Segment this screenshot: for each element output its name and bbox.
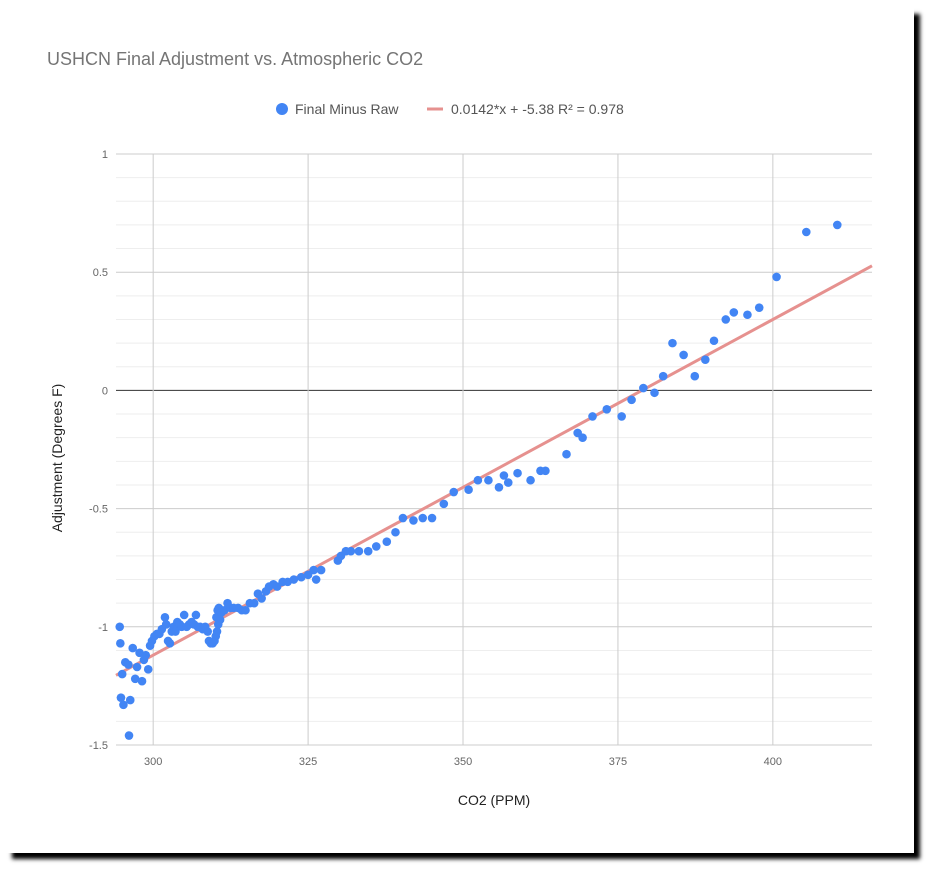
data-point [289, 575, 299, 584]
data-point [588, 412, 597, 421]
data-point [409, 516, 418, 525]
data-point [191, 610, 201, 620]
y-tick-label: -1.5 [89, 740, 108, 752]
data-point [709, 336, 719, 346]
data-point [354, 546, 364, 556]
y-axis-ticks: 1 0.5 0 -0.5 -1 -1.5 [89, 149, 108, 752]
data-point [309, 565, 318, 575]
data-point [141, 650, 151, 660]
data-point [679, 350, 688, 360]
data-point [241, 605, 250, 615]
data-point [658, 371, 668, 381]
data-point [832, 220, 842, 230]
data-point [143, 665, 153, 674]
data-point [212, 627, 222, 636]
data-point [125, 695, 135, 705]
data-point [165, 639, 175, 648]
trendline-path [115, 264, 873, 677]
scatter-chart: USHCN Final Adjustment vs. Atmospheric C… [47, 49, 873, 808]
legend: Final Minus Raw 0.0142*x + -5.38 R² = 0.… [276, 101, 624, 117]
data-points [115, 220, 842, 740]
chart-card: USHCN Final Adjustment vs. Atmospheric C… [6, 8, 914, 853]
legend-label-trendline: 0.0142*x + -5.38 R² = 0.978 [451, 101, 624, 117]
data-point [464, 485, 473, 494]
data-point [617, 412, 626, 421]
data-point [179, 610, 189, 620]
data-point [130, 674, 140, 684]
data-point [391, 527, 400, 537]
data-point [132, 662, 142, 672]
data-point [137, 676, 147, 686]
data-point [119, 700, 128, 710]
data-point [650, 388, 659, 398]
y-axis-label: Adjustment (Degrees F) [49, 384, 65, 533]
data-point [729, 308, 739, 317]
data-point [124, 731, 134, 740]
data-point [116, 639, 125, 648]
data-point [754, 303, 764, 312]
data-point [743, 310, 752, 320]
data-point [117, 669, 127, 679]
data-point [398, 513, 408, 523]
x-axis-ticks: 300 325 350 375 400 [144, 756, 782, 768]
data-point [128, 643, 138, 653]
y-tick-label: 0.5 [93, 267, 108, 279]
data-point [382, 537, 392, 546]
data-point [439, 499, 449, 509]
data-point [257, 594, 266, 603]
data-point [721, 315, 731, 324]
y-tick-label: 1 [102, 149, 108, 161]
data-point [690, 371, 700, 381]
x-tick-label: 350 [454, 756, 472, 768]
y-tick-label: -1 [98, 622, 108, 634]
trendline [115, 264, 873, 677]
data-point [627, 395, 636, 405]
data-point [772, 272, 781, 282]
x-tick-label: 300 [144, 756, 162, 768]
data-point [115, 622, 125, 632]
data-point [494, 483, 504, 492]
data-point [346, 546, 356, 556]
data-point [526, 475, 535, 485]
data-point [203, 627, 213, 636]
y-tick-label: 0 [102, 385, 108, 397]
data-point [427, 513, 437, 523]
x-tick-label: 400 [764, 756, 782, 768]
data-point [473, 475, 483, 485]
data-point [802, 227, 811, 237]
data-point [578, 433, 587, 442]
data-point [363, 546, 373, 556]
legend-label-final-minus-raw: Final Minus Raw [295, 101, 399, 117]
y-tick-label: -0.5 [89, 504, 108, 516]
x-tick-label: 325 [299, 756, 317, 768]
data-point [701, 355, 710, 364]
data-point [503, 478, 513, 487]
data-point [249, 598, 259, 608]
grid [116, 153, 872, 746]
data-point [371, 542, 381, 551]
data-point [668, 338, 677, 348]
data-point [160, 613, 170, 622]
chart-title: USHCN Final Adjustment vs. Atmospheric C… [47, 49, 423, 69]
data-point [639, 383, 648, 393]
data-point [311, 575, 321, 584]
data-point [602, 405, 612, 414]
data-point [513, 468, 522, 478]
data-point [562, 449, 571, 459]
data-point [418, 513, 428, 523]
data-point [541, 466, 550, 476]
data-point [499, 471, 509, 480]
data-point [116, 693, 126, 703]
data-point [215, 615, 225, 625]
data-point [449, 487, 459, 497]
x-axis-label: CO2 (PPM) [458, 792, 530, 808]
legend-marker-final-minus-raw [276, 103, 288, 115]
data-point [171, 627, 180, 636]
x-tick-label: 375 [609, 756, 627, 768]
data-point [124, 660, 133, 669]
data-point [296, 572, 306, 582]
data-point [316, 565, 326, 575]
data-point [161, 620, 171, 629]
data-point [484, 475, 493, 485]
